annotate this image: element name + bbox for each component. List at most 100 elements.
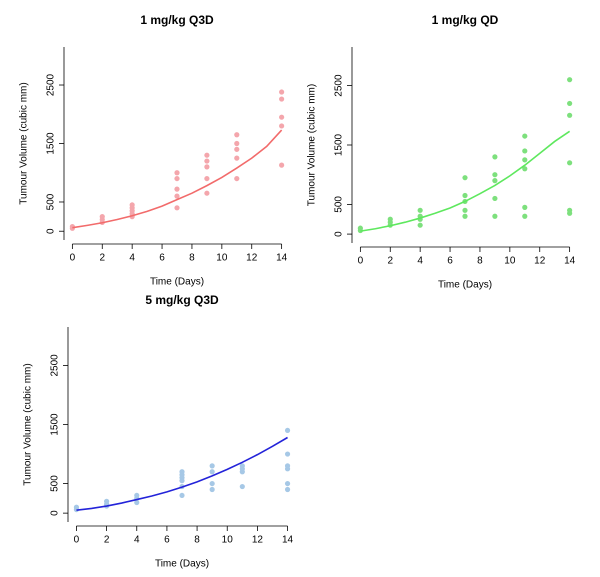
data-point <box>204 158 210 164</box>
x-tick-label: 2 <box>104 535 110 546</box>
y-tick-label: 1500 <box>334 133 345 156</box>
fit-line <box>72 129 283 229</box>
data-point <box>284 463 291 469</box>
data-point <box>234 132 240 138</box>
x-axis-label: Time (Days) <box>438 280 492 291</box>
data-point <box>209 469 215 475</box>
x-axis-label: Time (Days) <box>155 559 209 570</box>
x-tick-label: 0 <box>358 256 364 267</box>
y-tick-label: 1500 <box>46 132 57 155</box>
data-point <box>522 213 528 219</box>
data-point <box>567 207 573 213</box>
data-point <box>174 175 180 182</box>
y-tick-label: 0 <box>334 231 345 237</box>
x-tick-label: 0 <box>70 253 76 264</box>
data-point <box>209 463 215 469</box>
data-point <box>179 492 185 499</box>
data-point <box>129 202 135 208</box>
panel-title: 1 mg/kg QD <box>432 13 499 27</box>
x-tick-label: 10 <box>216 253 228 264</box>
panel-title: 1 mg/kg Q3D <box>140 13 214 27</box>
data-point <box>174 193 180 199</box>
data-point <box>522 166 528 172</box>
data-point <box>204 190 210 196</box>
data-point <box>174 205 180 211</box>
data-point <box>279 123 285 129</box>
x-tick-label: 10 <box>504 256 516 267</box>
data-point <box>462 175 468 181</box>
data-point <box>134 499 140 506</box>
x-tick-label: 12 <box>246 253 258 264</box>
data-point <box>284 451 291 457</box>
x-tick-label: 6 <box>447 256 453 267</box>
y-tick-label: 2500 <box>46 73 57 96</box>
data-point <box>279 96 285 102</box>
data-point <box>567 100 573 107</box>
data-point <box>462 213 468 219</box>
data-point <box>357 225 363 231</box>
data-point <box>174 186 180 192</box>
fit-line <box>360 130 571 232</box>
x-tick-label: 8 <box>189 253 195 264</box>
x-tick-label: 6 <box>159 253 165 264</box>
data-point <box>492 154 498 160</box>
data-point <box>387 216 393 222</box>
data-point <box>492 195 498 202</box>
data-point <box>209 486 215 493</box>
x-tick-label: 12 <box>252 535 264 546</box>
x-tick-label: 14 <box>276 253 288 264</box>
data-point <box>417 207 423 213</box>
data-point <box>284 427 291 434</box>
y-axis-label: Tumour Volume (cubic mm) <box>307 84 318 206</box>
x-tick-label: 4 <box>129 253 135 264</box>
y-axis-label: Tumour Volume (cubic mm) <box>19 82 30 204</box>
data-point <box>99 214 105 220</box>
y-tick-label: 500 <box>334 196 345 213</box>
data-point <box>492 213 498 219</box>
x-tick-label: 4 <box>134 535 140 546</box>
x-tick-label: 12 <box>534 256 546 267</box>
data-point <box>462 192 468 199</box>
y-tick-label: 2500 <box>334 74 345 97</box>
x-tick-label: 0 <box>74 535 80 546</box>
data-point <box>522 204 528 210</box>
data-point <box>134 492 140 499</box>
x-tick-label: 6 <box>164 535 170 546</box>
data-point <box>234 175 240 182</box>
data-point <box>204 164 210 170</box>
data-point <box>492 178 498 184</box>
panel-title: 5 mg/kg Q3D <box>145 293 219 307</box>
x-tick-label: 10 <box>222 535 234 546</box>
x-tick-label: 8 <box>477 256 483 267</box>
data-point <box>522 133 528 139</box>
data-point <box>234 140 240 147</box>
data-point <box>567 160 573 166</box>
data-point <box>204 175 210 182</box>
x-tick-label: 8 <box>194 535 200 546</box>
data-point <box>179 469 185 475</box>
y-tick-label: 0 <box>46 228 57 234</box>
data-point <box>417 222 423 228</box>
y-tick-label: 2500 <box>50 354 61 377</box>
data-point <box>522 148 528 154</box>
data-point <box>284 480 291 487</box>
y-axis-label: Tumour Volume (cubic mm) <box>23 363 34 485</box>
data-point <box>279 89 285 95</box>
data-point <box>462 207 468 213</box>
x-tick-label: 14 <box>564 256 576 267</box>
data-point <box>522 157 528 163</box>
data-point <box>492 172 498 178</box>
fit-line <box>76 436 288 511</box>
x-tick-label: 14 <box>282 535 294 546</box>
x-tick-label: 2 <box>99 253 105 264</box>
data-point <box>69 223 75 230</box>
data-point <box>567 112 573 118</box>
data-point <box>284 486 291 493</box>
data-point <box>279 162 285 168</box>
data-point <box>204 152 210 158</box>
data-point <box>234 155 240 161</box>
data-point <box>239 483 245 490</box>
x-axis-label: Time (Days) <box>150 277 204 288</box>
x-tick-label: 2 <box>387 256 393 267</box>
